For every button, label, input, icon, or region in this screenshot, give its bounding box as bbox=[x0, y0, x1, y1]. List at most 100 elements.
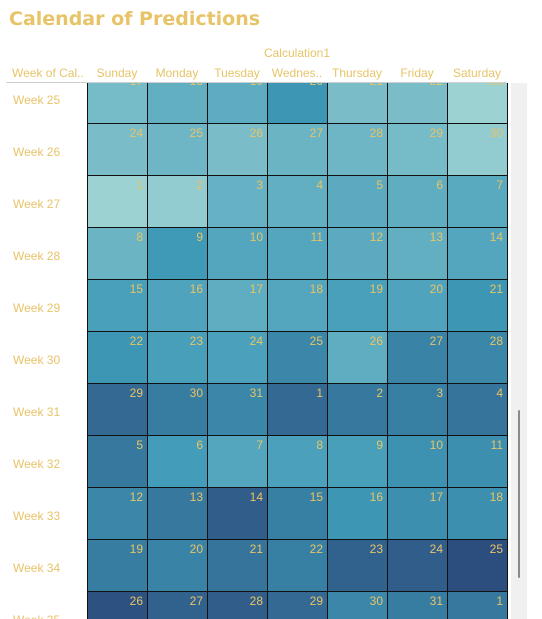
heatmap-cell[interactable]: 30 bbox=[147, 383, 208, 436]
heatmap-cell[interactable]: 16 bbox=[147, 279, 208, 332]
heatmap-cell[interactable]: 27 bbox=[147, 591, 208, 619]
heatmap-cell[interactable]: 29 bbox=[387, 123, 448, 176]
heatmap-cell[interactable]: 6 bbox=[387, 175, 448, 228]
day-number-label: 31 bbox=[249, 386, 263, 400]
heatmap-cell[interactable]: 22 bbox=[87, 331, 148, 384]
heatmap-cell[interactable]: 3 bbox=[387, 383, 448, 436]
heatmap-cell[interactable]: 31 bbox=[207, 383, 268, 436]
column-header-calculation1: Calculation1 bbox=[263, 46, 331, 60]
heatmap-cell[interactable]: 28 bbox=[207, 591, 268, 619]
heatmap-cell[interactable]: 7 bbox=[447, 175, 508, 228]
heatmap-cell[interactable]: 5 bbox=[327, 175, 388, 228]
vertical-scrollbar[interactable] bbox=[511, 83, 527, 619]
heatmap-cell[interactable]: 17 bbox=[207, 279, 268, 332]
heatmap-cell[interactable]: 22 bbox=[267, 539, 328, 592]
heatmap-cell[interactable]: 21 bbox=[327, 83, 388, 124]
heatmap-cell[interactable]: 30 bbox=[447, 123, 508, 176]
day-number-label: 25 bbox=[489, 542, 503, 556]
heatmap-cell[interactable]: 18 bbox=[267, 279, 328, 332]
heatmap-cell[interactable]: 20 bbox=[387, 279, 448, 332]
day-number-label: 3 bbox=[436, 386, 443, 400]
heatmap-cell[interactable]: 4 bbox=[447, 383, 508, 436]
heatmap-cell[interactable]: 10 bbox=[207, 227, 268, 280]
heatmap-cell[interactable]: 1 bbox=[87, 175, 148, 228]
heatmap-cell[interactable]: 12 bbox=[327, 227, 388, 280]
day-number-label: 13 bbox=[429, 230, 443, 244]
heatmap-cell[interactable]: 25 bbox=[447, 539, 508, 592]
heatmap-cell[interactable]: 9 bbox=[327, 435, 388, 488]
heatmap-cell[interactable]: 5 bbox=[87, 435, 148, 488]
heatmap-cell[interactable]: 22 bbox=[387, 83, 448, 124]
heatmap-cell[interactable]: 8 bbox=[87, 227, 148, 280]
day-number-label: 24 bbox=[429, 542, 443, 556]
heatmap-cell[interactable]: 29 bbox=[87, 383, 148, 436]
heatmap-cell[interactable]: 9 bbox=[147, 227, 208, 280]
header-divider bbox=[6, 82, 506, 83]
day-number-label: 26 bbox=[129, 594, 143, 608]
column-header-day: Thursday bbox=[331, 66, 383, 80]
heatmap-cell[interactable]: 27 bbox=[387, 331, 448, 384]
heatmap-cell[interactable]: 16 bbox=[327, 487, 388, 540]
heatmap-cell[interactable]: 23 bbox=[447, 83, 508, 124]
heatmap-cell[interactable]: 2 bbox=[327, 383, 388, 436]
heatmap-cell[interactable]: 31 bbox=[387, 591, 448, 619]
heatmap-cell[interactable]: 27 bbox=[267, 123, 328, 176]
day-number-label: 14 bbox=[489, 230, 503, 244]
heatmap-cell[interactable]: 21 bbox=[447, 279, 508, 332]
heatmap-cell[interactable]: 28 bbox=[447, 331, 508, 384]
heatmap-cell[interactable]: 11 bbox=[447, 435, 508, 488]
heatmap-cell[interactable]: 7 bbox=[207, 435, 268, 488]
heatmap-cell[interactable]: 8 bbox=[267, 435, 328, 488]
day-number-label: 27 bbox=[309, 126, 323, 140]
heatmap-cell[interactable]: 30 bbox=[327, 591, 388, 619]
heatmap-cell[interactable]: 1 bbox=[447, 591, 508, 619]
day-number-label: 28 bbox=[249, 594, 263, 608]
heatmap-cell[interactable]: 26 bbox=[87, 591, 148, 619]
heatmap-cell[interactable]: 29 bbox=[267, 591, 328, 619]
heatmap-cell[interactable]: 20 bbox=[147, 539, 208, 592]
day-number-label: 29 bbox=[309, 594, 323, 608]
day-number-label: 15 bbox=[309, 490, 323, 504]
heatmap-cell[interactable]: 21 bbox=[207, 539, 268, 592]
heatmap-cell[interactable]: 4 bbox=[267, 175, 328, 228]
day-number-label: 21 bbox=[249, 542, 263, 556]
heatmap-cell[interactable]: 23 bbox=[327, 539, 388, 592]
heatmap-cell[interactable]: 26 bbox=[207, 123, 268, 176]
heatmap-cell[interactable]: 19 bbox=[327, 279, 388, 332]
day-number-label: 2 bbox=[196, 178, 203, 192]
heatmap-cell[interactable]: 17 bbox=[387, 487, 448, 540]
heatmap-cell[interactable]: 13 bbox=[387, 227, 448, 280]
scrollbar-thumb[interactable] bbox=[518, 410, 520, 578]
heatmap-cell[interactable]: 25 bbox=[267, 331, 328, 384]
heatmap-cell[interactable]: 14 bbox=[207, 487, 268, 540]
heatmap-cell[interactable]: 18 bbox=[447, 487, 508, 540]
heatmap-cell[interactable]: 25 bbox=[147, 123, 208, 176]
column-header-day: Friday bbox=[400, 66, 434, 80]
day-number-label: 6 bbox=[196, 438, 203, 452]
heatmap-cell[interactable]: 12 bbox=[87, 487, 148, 540]
heatmap-cell[interactable]: 17 bbox=[87, 83, 148, 124]
heatmap-cell[interactable]: 15 bbox=[87, 279, 148, 332]
heatmap-cell[interactable]: 2 bbox=[147, 175, 208, 228]
heatmap-cell[interactable]: 24 bbox=[207, 331, 268, 384]
day-number-label: 29 bbox=[129, 386, 143, 400]
day-number-label: 30 bbox=[489, 126, 503, 140]
heatmap-cell[interactable]: 11 bbox=[267, 227, 328, 280]
heatmap-cell[interactable]: 24 bbox=[387, 539, 448, 592]
heatmap-cell[interactable]: 24 bbox=[87, 123, 148, 176]
heatmap-cell[interactable]: 28 bbox=[327, 123, 388, 176]
heatmap-cell[interactable]: 26 bbox=[327, 331, 388, 384]
heatmap-cell[interactable]: 14 bbox=[447, 227, 508, 280]
heatmap-cell[interactable]: 3 bbox=[207, 175, 268, 228]
heatmap-cell[interactable]: 6 bbox=[147, 435, 208, 488]
heatmap-cell[interactable]: 13 bbox=[147, 487, 208, 540]
heatmap-cell[interactable]: 19 bbox=[87, 539, 148, 592]
heatmap-cell[interactable]: 1 bbox=[267, 383, 328, 436]
heatmap-cell[interactable]: 10 bbox=[387, 435, 448, 488]
heatmap-cell[interactable]: 15 bbox=[267, 487, 328, 540]
heatmap-cell[interactable]: 20 bbox=[267, 83, 328, 124]
heatmap-cell[interactable]: 19 bbox=[207, 83, 268, 124]
heatmap-cell[interactable]: 23 bbox=[147, 331, 208, 384]
day-number-label: 18 bbox=[489, 490, 503, 504]
heatmap-cell[interactable]: 18 bbox=[147, 83, 208, 124]
